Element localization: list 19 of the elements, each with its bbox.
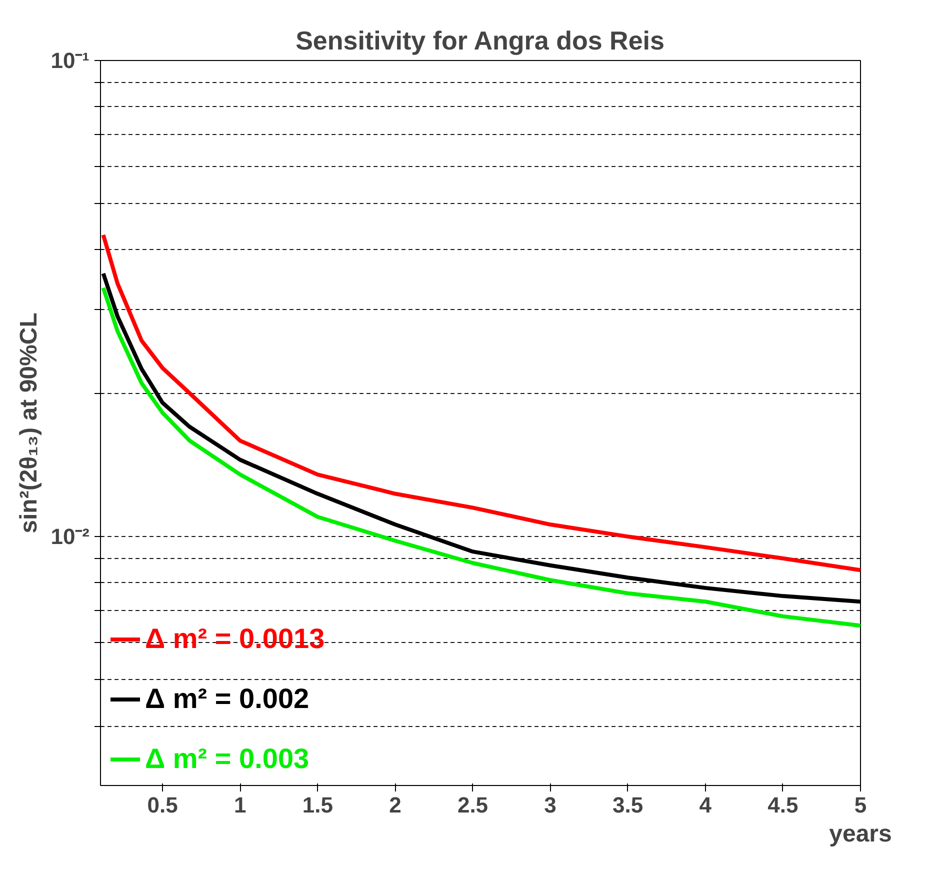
x-tick-label: 4.5 xyxy=(768,792,798,818)
x-tick-label: 0.5 xyxy=(147,792,178,818)
x-tick-label: 3 xyxy=(544,792,556,818)
y-tick-label: 10⁻² xyxy=(50,524,90,550)
y-axis-title: sin²(2θ₁₃) at 90%CL xyxy=(16,312,43,534)
x-axis-title: years xyxy=(829,820,892,848)
x-tick-label: 4 xyxy=(699,792,712,818)
x-tick-label: 3.5 xyxy=(612,792,644,818)
legend-label: Δ m² = 0.0013 xyxy=(145,623,325,655)
legend-label: Δ m² = 0.002 xyxy=(145,683,310,715)
line-series xyxy=(101,232,860,572)
x-tick-label: 2 xyxy=(389,792,402,818)
x-tick-label: 5 xyxy=(854,792,867,818)
chart-title: Sensitivity for Angra dos Reis xyxy=(296,26,664,56)
y-tick-label: 10⁻¹ xyxy=(50,48,90,73)
x-tick-label: 1 xyxy=(234,792,246,818)
x-tick-label: 1.5 xyxy=(302,792,333,818)
x-tick-label: 2.5 xyxy=(457,792,488,818)
legend-label: Δ m² = 0.003 xyxy=(145,743,310,775)
